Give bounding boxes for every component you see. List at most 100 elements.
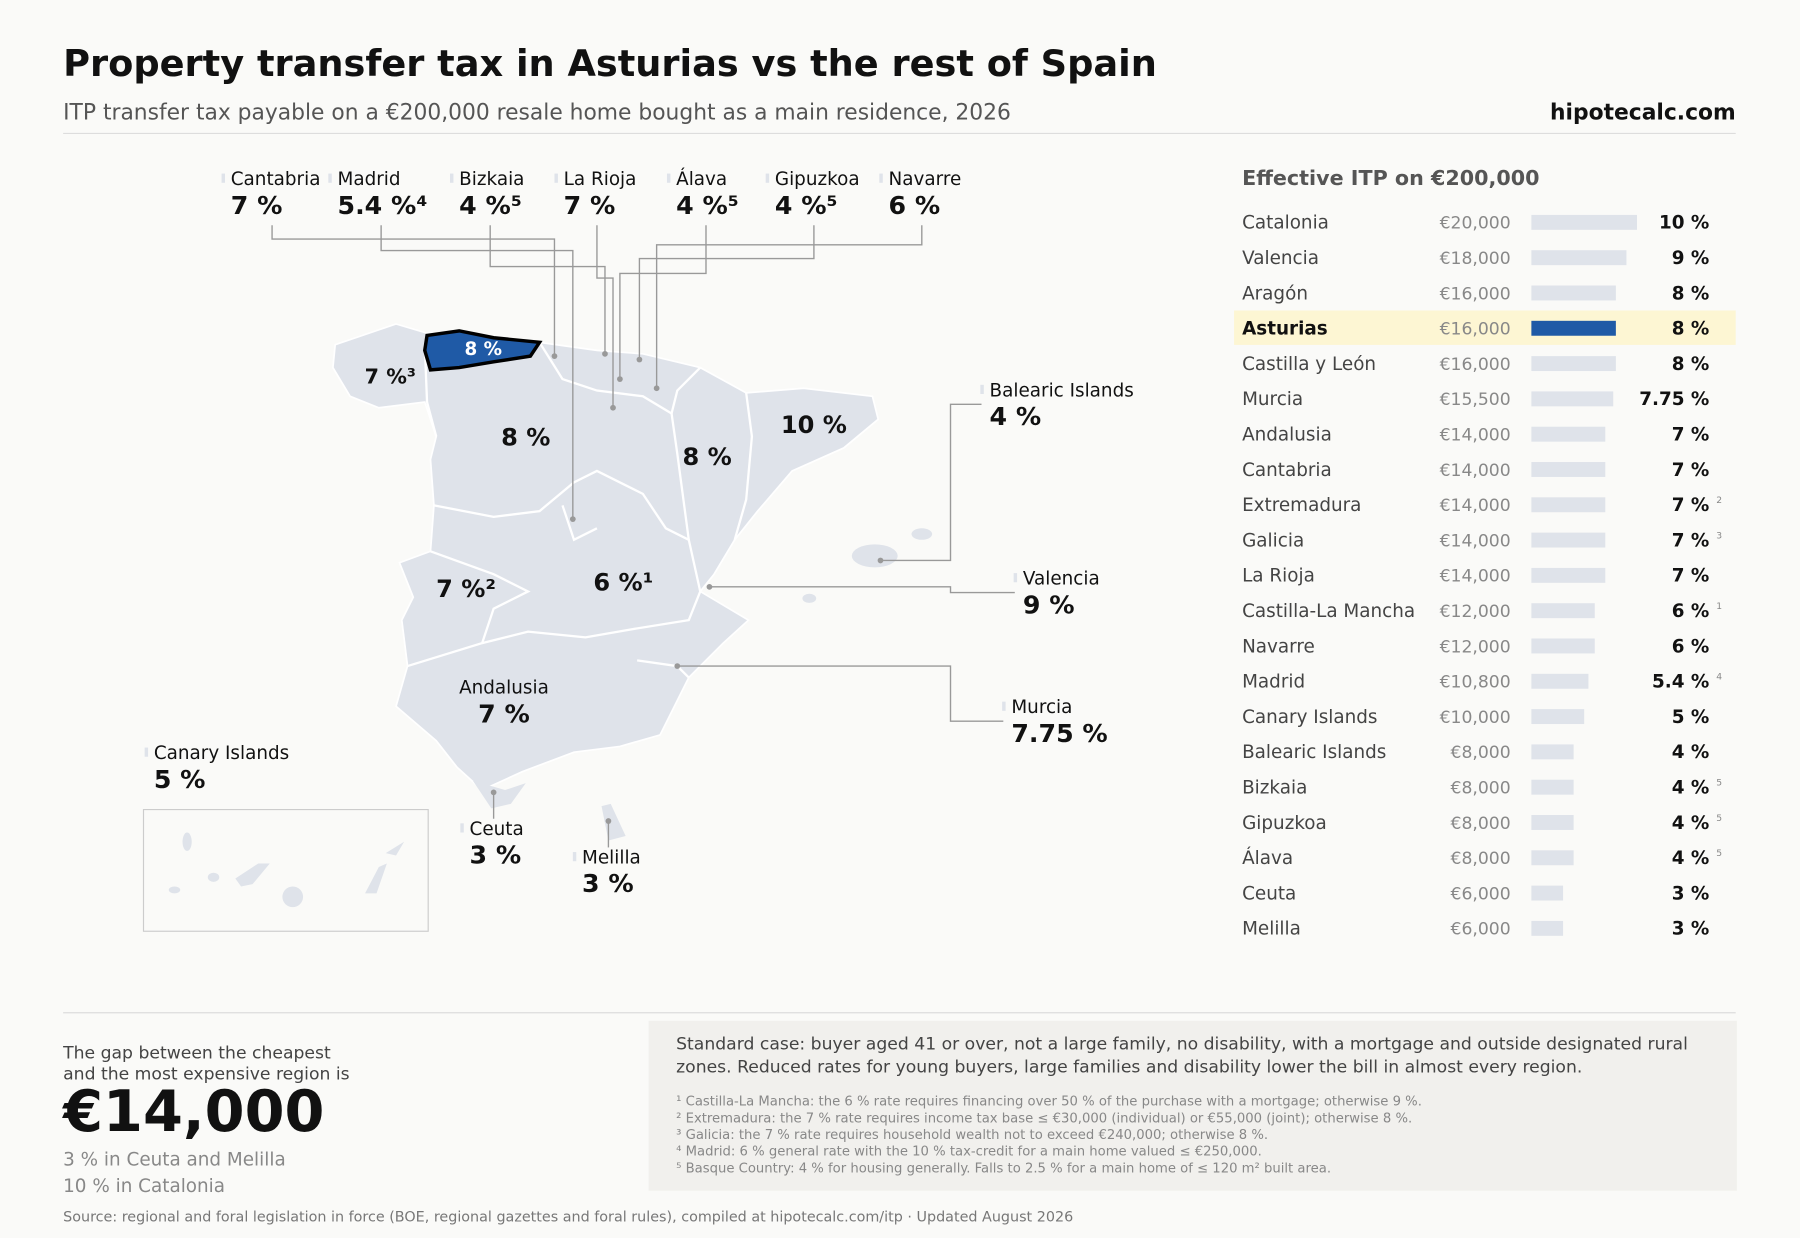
asturias-label: 8 % xyxy=(465,339,503,360)
bar xyxy=(1531,673,1589,689)
callout-tick xyxy=(666,173,671,183)
leader-dot xyxy=(490,789,497,796)
value-label: 7 % xyxy=(1672,530,1710,551)
callout-name: Murcia xyxy=(1011,697,1072,718)
value-label: 7 % xyxy=(1672,460,1710,481)
amount-label: €20,000 xyxy=(1440,214,1511,234)
category-label: Aragón xyxy=(1242,283,1308,304)
region-label: 7 %³ xyxy=(365,365,416,389)
amount-label: €15,500 xyxy=(1440,390,1511,410)
leader-line xyxy=(596,225,614,408)
gap-detail: 10 % in Catalonia xyxy=(63,1176,225,1197)
border xyxy=(670,366,702,414)
bar xyxy=(1531,567,1606,583)
callout-name: Madrid xyxy=(338,169,401,190)
leader-line xyxy=(655,225,923,389)
category-label: Bizkaia xyxy=(1242,777,1307,798)
leader-dot xyxy=(605,818,612,824)
leader-line xyxy=(380,225,574,520)
leader-dot xyxy=(610,404,616,411)
melilla-shape xyxy=(601,803,626,841)
gap-detail: 3 % in Ceuta and Melilla xyxy=(63,1149,286,1170)
bar xyxy=(1531,356,1616,372)
bar xyxy=(1531,638,1595,654)
category-label: Ceuta xyxy=(1242,883,1296,904)
callout-name: Bizkaia xyxy=(459,169,524,190)
leader-line xyxy=(619,225,707,380)
category-label: Cantabria xyxy=(1242,460,1332,481)
leader-line xyxy=(271,225,556,357)
callout-name: Ceuta xyxy=(470,819,524,840)
leader-line xyxy=(880,403,982,562)
amount-label: €12,000 xyxy=(1440,637,1511,657)
canary-islands xyxy=(168,832,405,908)
amount-label: €10,800 xyxy=(1440,673,1511,693)
island xyxy=(365,863,387,894)
amount-label: €6,000 xyxy=(1451,920,1511,940)
category-label: La Rioja xyxy=(1242,566,1315,587)
footnote: ⁴ Madrid: 6 % general rate with the 10 %… xyxy=(676,1145,1262,1160)
ranking: Effective ITP on €200,000 Catalonia €20,0… xyxy=(1234,166,1736,940)
amount-label: €14,000 xyxy=(1440,425,1511,445)
callout-name: Andalusia xyxy=(459,678,549,699)
callout-tick xyxy=(1002,701,1006,711)
amount-label: €16,000 xyxy=(1440,355,1511,375)
amount-label: €14,000 xyxy=(1440,531,1511,551)
leader-line xyxy=(489,225,606,354)
category-label: Balearic Islands xyxy=(1242,742,1386,763)
category-label: Galicia xyxy=(1242,530,1304,551)
bar xyxy=(1531,532,1606,548)
leader-dot xyxy=(706,583,713,590)
amount-label: €12,000 xyxy=(1440,602,1511,622)
border xyxy=(407,550,531,668)
callout-tick xyxy=(221,173,225,183)
note-marker: 5 xyxy=(1716,848,1722,859)
leader-dot xyxy=(636,356,643,363)
ceuta-shape xyxy=(472,780,526,809)
value-label: 8 % xyxy=(1672,319,1710,340)
value-label: 9 % xyxy=(1672,248,1710,269)
note-marker: 5 xyxy=(1716,777,1722,788)
bar xyxy=(1531,462,1606,477)
category-label: Castilla-La Mancha xyxy=(1242,601,1415,622)
callout-tick xyxy=(1013,573,1018,583)
note-marker: 5 xyxy=(1716,813,1722,824)
callout-name: Navarre xyxy=(889,169,962,190)
callout-name: La Rioja xyxy=(564,169,637,190)
callout-name: Gipuzkoa xyxy=(775,169,860,190)
region-label: 6 %¹ xyxy=(593,568,653,596)
category-label: Navarre xyxy=(1242,636,1315,657)
bar xyxy=(1531,214,1637,230)
bar xyxy=(1531,885,1564,901)
gap-value: €14,000 xyxy=(61,1078,324,1145)
ranking-title: Effective ITP on €200,000 xyxy=(1242,166,1539,190)
callout-tick xyxy=(450,173,454,183)
category-label: Canary Islands xyxy=(1242,707,1377,728)
category-label: Asturias xyxy=(1242,319,1328,340)
footnote: ⁵ Basque Country: 4 % for housing genera… xyxy=(676,1161,1331,1176)
callout-tick xyxy=(554,173,558,183)
callout-value: 6 % xyxy=(889,191,941,220)
callout-value: 4 %⁵ xyxy=(676,191,739,220)
note-marker: 4 xyxy=(1716,672,1722,683)
peninsula xyxy=(332,323,880,792)
menorca xyxy=(911,528,933,540)
standard-case: zones. Reduced rates for young buyers, l… xyxy=(676,1057,1582,1077)
bar xyxy=(1531,320,1616,336)
callout-tick xyxy=(328,173,332,183)
category-label: Gipuzkoa xyxy=(1242,813,1327,834)
amount-label: €8,000 xyxy=(1451,743,1511,763)
category-label: Murcia xyxy=(1242,389,1303,410)
callout-value: 3 % xyxy=(582,869,634,898)
value-label: 4 % xyxy=(1672,742,1710,763)
bar xyxy=(1531,250,1627,266)
category-label: Andalusia xyxy=(1242,424,1332,445)
subtitle: ITP transfer tax payable on a €200,000 r… xyxy=(63,101,1011,126)
value-label: 7 % xyxy=(1672,424,1710,445)
bar xyxy=(1531,603,1595,619)
leader-dot xyxy=(674,663,681,669)
value-label: 4 % xyxy=(1672,777,1710,798)
brand: hipotecalc.com xyxy=(1550,101,1736,126)
callout-tick xyxy=(572,852,577,862)
callout-value: 7.75 % xyxy=(1011,719,1107,748)
